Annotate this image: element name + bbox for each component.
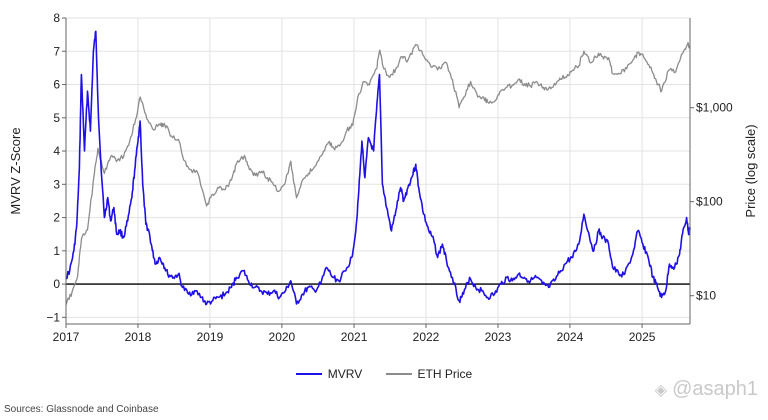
y-left-tick-label: 1 [53,244,60,258]
watermark-logo-icon: ◈ [654,381,668,399]
mvrv-line [65,30,691,306]
watermark-text: @asaph1 [672,378,758,400]
axes [65,18,691,325]
series-mvrv [65,30,691,306]
series-eth [65,41,691,306]
x-tick-label: 2019 [197,330,224,344]
plot-area [66,18,690,324]
x-tick-label: 2018 [125,330,152,344]
x-axis-ticks: 2017 2018 2019 2020 2021 2022 2023 2024 2025 [53,324,656,344]
eth-price-line [65,41,691,306]
legend-label-eth: ETH Price [417,367,473,381]
y-left-tick-label: 5 [53,111,60,125]
y-left-tick-label: 7 [53,44,60,58]
y-right-tick-label: $10 [696,289,716,303]
x-tick-label: 2023 [485,330,512,344]
legend-swatch-eth [385,373,412,375]
y-right-axis-ticks: $1,000 $100 $10 [690,101,733,303]
y-left-tick-label: −1 [46,310,60,324]
y-left-tick-label: 0 [53,277,60,291]
y-right-tick-label: $100 [696,195,723,209]
x-tick-label: 2020 [269,330,296,344]
y-right-axis-title: Price (log scale) [743,124,758,217]
y-left-tick-label: 4 [53,144,60,158]
x-tick-label: 2022 [413,330,440,344]
source-note: Sources: Glassnode and Coinbase [4,404,159,415]
y-left-tick-label: 6 [53,78,60,92]
x-tick-label: 2017 [53,330,80,344]
y-left-axis-ticks: 8 7 6 5 4 3 2 1 0 −1 [46,11,66,324]
legend-item-mvrv: MVRV [295,367,363,381]
watermark: ◈ @asaph1 [655,378,758,401]
y-left-tick-label: 8 [53,11,60,25]
x-tick-label: 2024 [557,330,584,344]
legend: MVRV ETH Price [0,364,768,381]
chart: 2017 2018 2019 2020 2021 2022 2023 2024 2025 8 7 6… [8,11,758,344]
legend-label-mvrv: MVRV [327,367,363,381]
y-left-tick-label: 3 [53,177,60,191]
legend-swatch-mvrv [295,373,322,375]
y-left-axis-title: MVRV Z-Score [8,127,23,214]
x-tick-label: 2021 [341,330,368,344]
y-right-tick-label: $1,000 [696,101,733,115]
y-left-tick-label: 2 [53,211,60,225]
x-tick-label: 2025 [629,330,656,344]
legend-item-eth: ETH Price [385,367,473,381]
